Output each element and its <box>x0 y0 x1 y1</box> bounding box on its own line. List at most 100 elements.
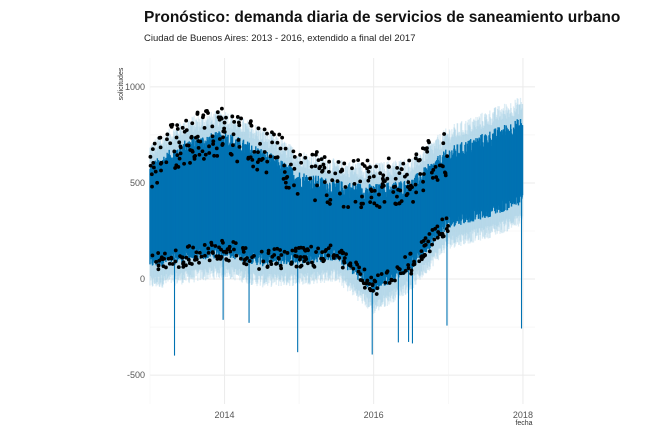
observed-point <box>442 132 447 136</box>
observed-point <box>326 253 331 258</box>
observed-point <box>237 144 242 149</box>
observed-point <box>279 266 284 271</box>
observed-point <box>156 251 161 255</box>
observed-point <box>293 246 298 251</box>
observed-point <box>219 255 224 259</box>
observed-point <box>381 183 386 188</box>
observed-point <box>340 265 345 270</box>
observed-point <box>358 272 363 276</box>
observed-point <box>203 253 207 258</box>
observed-point <box>313 198 317 203</box>
observed-point <box>369 189 374 194</box>
observed-point <box>184 263 188 268</box>
observed-point <box>196 145 201 150</box>
observed-point <box>444 216 449 221</box>
observed-point <box>366 169 371 174</box>
observed-point <box>165 132 170 137</box>
observed-point <box>353 199 358 204</box>
observed-point <box>421 172 426 176</box>
observed-point <box>184 118 189 123</box>
observed-point <box>195 134 200 139</box>
observed-point <box>164 265 168 270</box>
y-tick-label: 500 <box>130 178 145 188</box>
observed-point <box>310 260 314 265</box>
observed-point <box>188 160 192 165</box>
observed-point <box>367 281 372 286</box>
observed-point <box>249 123 254 128</box>
observed-point <box>202 156 206 161</box>
observed-point <box>228 249 233 254</box>
observed-point <box>275 155 280 160</box>
observed-point <box>292 183 296 188</box>
observed-point <box>342 161 347 166</box>
observed-point <box>148 154 153 159</box>
observed-point <box>419 249 424 253</box>
observed-point <box>158 145 163 150</box>
observed-point <box>351 158 356 163</box>
observed-point <box>405 191 410 196</box>
observed-point <box>425 149 430 154</box>
observed-point <box>382 179 387 184</box>
observed-point <box>433 164 438 169</box>
observed-point <box>426 239 431 244</box>
observed-point <box>289 162 293 167</box>
observed-point <box>250 157 255 162</box>
observed-point <box>331 256 336 260</box>
observed-point <box>376 273 380 278</box>
observed-point <box>425 146 429 151</box>
observed-point <box>362 285 367 290</box>
tick-labels: 1000 500 0 -500 2014 2016 2018 <box>125 82 533 420</box>
observed-point <box>163 251 167 256</box>
observed-point <box>174 135 179 140</box>
observed-point <box>316 246 320 251</box>
observed-point <box>377 205 382 209</box>
observed-point <box>158 135 163 140</box>
observed-point <box>274 261 279 266</box>
observed-point <box>206 246 211 251</box>
observed-point <box>265 264 270 269</box>
observed-point <box>282 249 287 254</box>
observed-point <box>286 185 291 190</box>
observed-point <box>262 127 267 132</box>
observed-point <box>320 250 325 255</box>
x-tick-label: 2018 <box>513 410 533 420</box>
observed-point <box>375 286 380 291</box>
observed-point <box>295 191 300 196</box>
observed-point <box>313 164 318 168</box>
observed-point <box>410 185 414 190</box>
observed-point <box>443 173 448 178</box>
observed-points <box>148 106 450 296</box>
observed-point <box>190 121 195 126</box>
observed-point <box>434 175 439 180</box>
observed-point <box>156 267 161 272</box>
observed-point <box>269 262 274 267</box>
observed-point <box>230 114 235 119</box>
observed-point <box>308 176 313 181</box>
observed-point <box>406 263 411 267</box>
observed-point <box>421 188 426 193</box>
observed-point <box>413 156 418 161</box>
observed-point <box>184 128 189 133</box>
observed-point <box>405 172 409 177</box>
observed-point <box>389 278 394 283</box>
observed-point <box>393 176 398 181</box>
observed-point <box>368 200 373 205</box>
observed-point <box>336 160 341 164</box>
observed-point <box>427 249 432 254</box>
observed-point <box>247 259 252 263</box>
chart-title: Pronóstico: demanda diaria de servicios … <box>144 9 621 26</box>
observed-point <box>397 171 402 175</box>
observed-point <box>322 155 327 159</box>
observed-point <box>261 259 266 264</box>
observed-point <box>406 266 411 271</box>
observed-point <box>322 180 327 184</box>
observed-point <box>423 253 428 258</box>
observed-point <box>299 263 304 268</box>
observed-point <box>192 156 197 161</box>
observed-point <box>360 194 364 199</box>
observed-point <box>237 123 242 128</box>
observed-point <box>298 153 303 157</box>
x-tick-label: 2016 <box>364 410 384 420</box>
observed-point <box>433 226 438 231</box>
observed-point <box>386 156 391 161</box>
